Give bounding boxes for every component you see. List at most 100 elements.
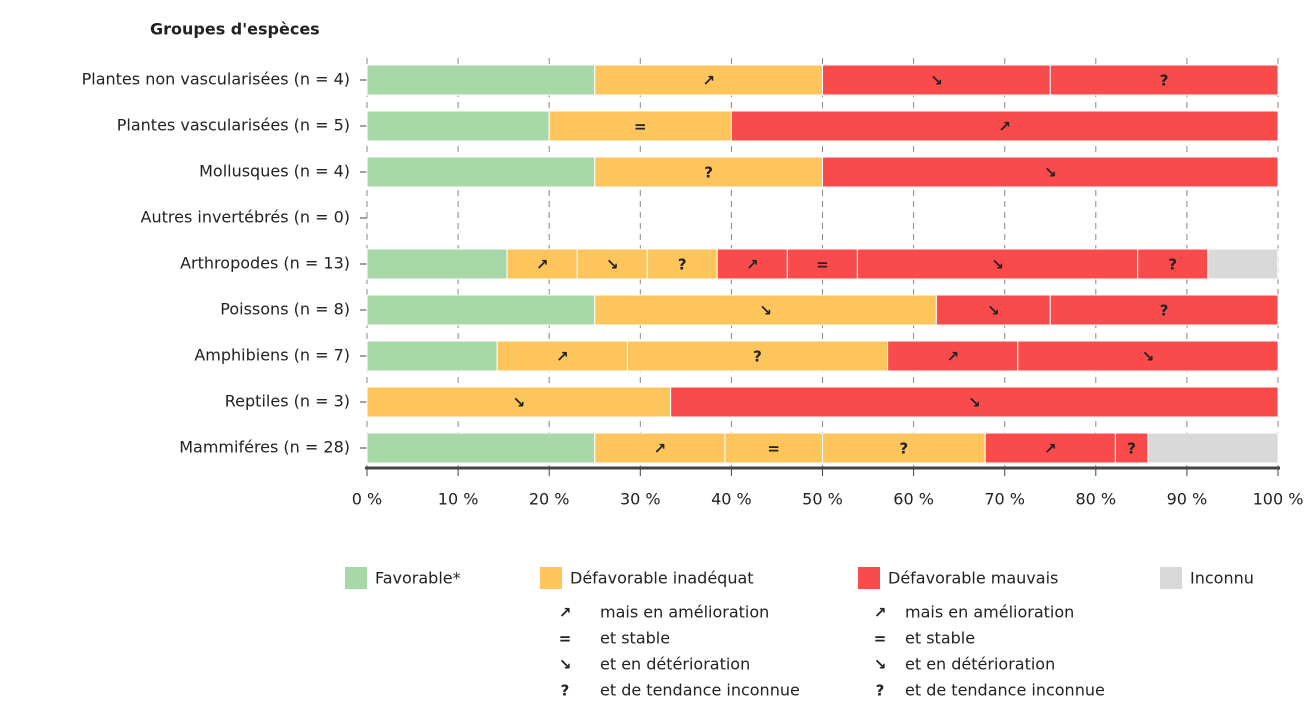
legend-text: et stable	[905, 629, 975, 648]
trend-symbol: ?	[1168, 256, 1177, 274]
bar-segment	[1049, 294, 1279, 326]
trend-symbol: ↗	[654, 440, 667, 458]
x-tick-label: 90 %	[1167, 490, 1208, 509]
bar-segment	[548, 110, 732, 142]
bar-segment	[856, 248, 1139, 280]
legend-text: et en détérioration	[905, 655, 1055, 674]
legend-label: Défavorable mauvais	[888, 569, 1058, 588]
trend-symbol: ↘	[968, 394, 981, 412]
legend-swatch	[1160, 567, 1182, 589]
bar-segment	[1147, 432, 1279, 464]
bar-segment	[594, 432, 726, 464]
bar-segment	[670, 386, 1279, 418]
y-tick-label: Arthropodes (n = 13)	[180, 254, 350, 273]
x-tick-label: 20 %	[529, 490, 570, 509]
y-tick-label: Mollusques (n = 4)	[199, 162, 350, 181]
bar-segment	[366, 110, 550, 142]
legend-text: et en détérioration	[600, 655, 750, 674]
x-tick-label: 70 %	[984, 490, 1025, 509]
trend-symbol: ↘	[987, 302, 1000, 320]
chart-title: Groupes d'espèces	[150, 20, 320, 39]
bar-segment	[366, 156, 596, 188]
trend-symbol: ↗	[946, 348, 959, 366]
bar-segment	[935, 294, 1051, 326]
legend-label: Inconnu	[1190, 569, 1254, 588]
x-tick-label: 10 %	[438, 490, 479, 509]
trend-symbol: ↘	[606, 256, 619, 274]
y-tick-label: Mammiféres (n = 28)	[179, 438, 350, 457]
y-tick-label: Autres invertébrés (n = 0)	[141, 208, 350, 227]
trend-symbol: ↘	[1142, 348, 1155, 366]
legend-symbol: ?	[876, 682, 885, 700]
legend-swatch	[540, 567, 562, 589]
trend-symbol: ?	[1127, 440, 1136, 458]
trend-symbol: ↗	[556, 348, 569, 366]
legend-text: et de tendance inconnue	[905, 681, 1105, 700]
bar-segment	[822, 432, 986, 464]
bar-segment	[366, 432, 596, 464]
legend-label: Favorable*	[375, 569, 461, 588]
trend-symbol: ↗	[702, 72, 715, 90]
legend-symbol: =	[874, 630, 887, 648]
trend-symbol: ↗	[1044, 440, 1057, 458]
bar-segment	[1137, 248, 1209, 280]
bar-segment	[822, 64, 1051, 96]
x-tick-label: 80 %	[1075, 490, 1116, 509]
legend-text: mais en amélioration	[905, 603, 1074, 622]
bar-segment	[506, 248, 578, 280]
trend-symbol: ?	[753, 348, 762, 366]
trend-symbol: =	[816, 256, 829, 274]
y-tick-label: Poissons (n = 8)	[220, 300, 350, 319]
trend-symbol: ↘	[930, 72, 943, 90]
bar-segment	[1017, 340, 1279, 372]
trend-symbol: ?	[900, 440, 909, 458]
trend-symbol: ?	[1160, 302, 1169, 320]
bar-segment	[646, 248, 718, 280]
bar-segment	[366, 386, 672, 418]
y-tick-label: Plantes vascularisées (n = 5)	[117, 116, 350, 135]
bar-segment	[576, 248, 648, 280]
bar-segment	[594, 294, 937, 326]
x-tick-label: 100 %	[1253, 490, 1304, 509]
bar-segment	[366, 64, 596, 96]
trend-symbol: ?	[1160, 72, 1169, 90]
bar-segment	[366, 294, 596, 326]
trend-symbol: ↗	[746, 256, 759, 274]
legend-symbol: ?	[561, 682, 570, 700]
legend-symbol: ↗	[559, 604, 572, 622]
trend-symbol: ?	[678, 256, 687, 274]
trend-symbol: =	[767, 440, 780, 458]
bar-segment	[1207, 248, 1279, 280]
legend-symbol: =	[559, 630, 572, 648]
legend-text: et stable	[600, 629, 670, 648]
legend-symbol: ↘	[874, 656, 887, 674]
trend-symbol: ↗	[998, 118, 1011, 136]
x-tick-label: 60 %	[893, 490, 934, 509]
y-tick-label: Reptiles (n = 3)	[225, 392, 350, 411]
bar-segment	[626, 340, 889, 372]
bar-segment	[822, 156, 1279, 188]
legend-swatch	[345, 567, 367, 589]
y-tick-label: Plantes non vascularisées (n = 4)	[82, 70, 350, 89]
trend-symbol: ↘	[1044, 164, 1057, 182]
trend-symbol: ↘	[991, 256, 1004, 274]
trend-symbol: ↘	[759, 302, 772, 320]
legend-swatch	[858, 567, 880, 589]
legend-symbol: ↗	[874, 604, 887, 622]
legend-symbol: ↘	[559, 656, 572, 674]
bar-segment	[366, 340, 498, 372]
x-tick-label: 0 %	[352, 490, 382, 509]
y-tick-label: Amphibiens (n = 7)	[194, 346, 350, 365]
trend-symbol: ↗	[536, 256, 549, 274]
x-tick-label: 30 %	[620, 490, 661, 509]
bar-segment	[594, 156, 823, 188]
x-tick-label: 40 %	[711, 490, 752, 509]
trend-symbol: =	[634, 118, 647, 136]
legend-label: Défavorable inadéquat	[570, 569, 754, 588]
x-tick-label: 50 %	[802, 490, 843, 509]
bar-segment	[730, 110, 1279, 142]
legend-text: mais en amélioration	[600, 603, 769, 622]
bar-segment	[1049, 64, 1279, 96]
bar-segment	[887, 340, 1019, 372]
